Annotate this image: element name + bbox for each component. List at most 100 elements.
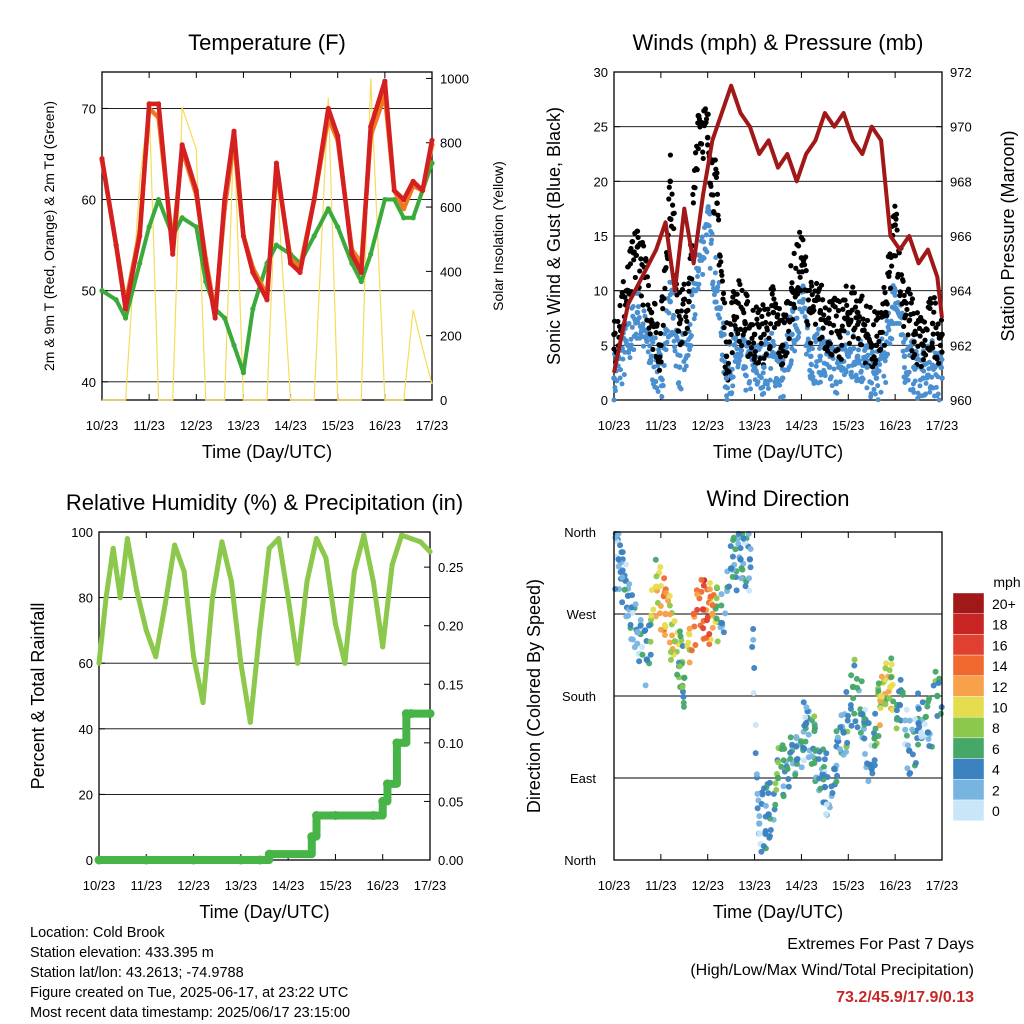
dir-dot-462 [871, 735, 878, 742]
wind-dot-188 [699, 234, 705, 240]
dir-point-29 [887, 683, 894, 691]
temp-point-0-19 [311, 196, 317, 203]
dir-dot-368 [893, 707, 900, 714]
temp-point-2-3 [137, 260, 143, 266]
colorbar-label-4: 12 [992, 679, 1008, 695]
dir-tick-label-1: East [570, 771, 596, 786]
gust-dot-214 [728, 331, 734, 338]
rh-point-1 [103, 595, 109, 601]
ytick-label-2-5: 100 [71, 525, 93, 540]
gust-dot-541 [907, 291, 913, 297]
rh-point-13 [209, 595, 216, 601]
dir-dot-289 [647, 651, 654, 658]
dir-dot-140 [657, 603, 664, 610]
ytick-label-2-4: 80 [79, 591, 93, 606]
gust-dot-446 [855, 335, 861, 342]
wind-dot-685 [932, 350, 938, 356]
dir-point-21 [812, 747, 819, 754]
wind-dot-214 [711, 292, 717, 298]
y2tick-label-2-4: 0.20 [438, 619, 463, 634]
gust-dot-200 [720, 290, 727, 296]
dir-point-7 [681, 674, 688, 681]
temp-point-0-20 [325, 105, 331, 112]
gust-dot-234 [739, 287, 745, 294]
dir-dot-480 [926, 743, 933, 750]
dir-dot-346 [713, 615, 720, 622]
dir-dot-166 [897, 676, 904, 683]
gust-dot-529 [901, 323, 907, 330]
xtick-label-0-4: 14/23 [274, 418, 307, 433]
dir-dot-492 [862, 751, 869, 758]
gust-dot-258 [752, 348, 758, 355]
dir-dot-386 [785, 783, 792, 790]
dir-dot-477 [886, 695, 893, 702]
dir-dot-153 [850, 695, 857, 702]
wind-point-28 [882, 353, 889, 360]
dir-dot-216 [800, 699, 807, 706]
wind-dot-436 [816, 326, 822, 332]
dir-dot-325 [937, 710, 944, 717]
colorbar-swatch-9 [952, 779, 985, 801]
dir-dot-46 [674, 671, 681, 678]
gust-dot-559 [917, 333, 923, 339]
rh-point-32 [389, 562, 395, 568]
wind-dot-14 [618, 367, 624, 373]
gust-dot-502 [886, 273, 892, 279]
dir-dot-277 [738, 575, 745, 582]
gust-dot-525 [898, 272, 905, 278]
dir-dot-287 [657, 582, 664, 589]
dir-dot-162 [706, 641, 713, 648]
colorbar-label-1: 18 [992, 617, 1008, 633]
gust-dot-348 [801, 262, 808, 268]
gust-dot-265 [756, 324, 762, 330]
wind-dot-633 [908, 343, 914, 349]
wind-dot-166 [689, 292, 695, 298]
colorbar-label-8: 4 [992, 762, 1000, 778]
wind-dot-433 [814, 331, 820, 337]
wind-dot-423 [809, 346, 815, 352]
dir-dot-245 [642, 682, 649, 689]
dir-dot-142 [648, 612, 655, 619]
colorbar-label-6: 8 [992, 720, 1000, 736]
wind-dot-189 [700, 271, 706, 277]
gust-dot-194 [717, 253, 723, 259]
dir-dot-10 [848, 722, 855, 729]
temp-point-0-3 [137, 233, 143, 239]
gust-dot-345 [800, 237, 806, 243]
gust-point-23 [836, 331, 842, 338]
wind-dot-608 [896, 320, 902, 326]
gust-dot-128 [681, 281, 687, 287]
ytick-label-2-2: 40 [79, 722, 93, 737]
wind-dot-475 [834, 390, 840, 396]
wind-dot-511 [851, 345, 857, 351]
wind-dot-541 [865, 352, 871, 358]
wind-dot-253 [730, 383, 736, 389]
gust-dot-398 [829, 352, 835, 358]
dir-dot-391 [756, 830, 763, 837]
gust-dot-101 [666, 184, 672, 190]
gust-dot-201 [721, 325, 727, 331]
gust-dot-7 [615, 318, 621, 325]
gust-dot-320 [786, 336, 792, 342]
wind-dot-202 [706, 207, 712, 213]
rh-point-23 [304, 578, 310, 584]
gust-point-7 [686, 298, 692, 305]
dir-dot-509 [700, 625, 707, 632]
wind-point-29 [892, 287, 898, 294]
gust-dot-490 [879, 329, 885, 335]
wind-dot-615 [900, 332, 906, 338]
dir-tick-label-4: North [564, 525, 596, 540]
dir-dot-479 [740, 535, 747, 542]
dir-point-15 [756, 820, 763, 827]
dir-dot-131 [622, 561, 629, 568]
wind-dot-394 [796, 330, 802, 336]
dir-dot-85 [772, 801, 779, 808]
gust-dot-468 [867, 304, 873, 310]
dir-dot-262 [883, 660, 890, 667]
gust-dot-145 [690, 200, 696, 206]
ytick-label-2-0: 0 [86, 853, 93, 868]
gust-point-2 [634, 244, 641, 250]
dir-dot-445 [747, 564, 754, 571]
gust-dot-351 [803, 268, 809, 274]
gust-dot-545 [909, 296, 916, 302]
